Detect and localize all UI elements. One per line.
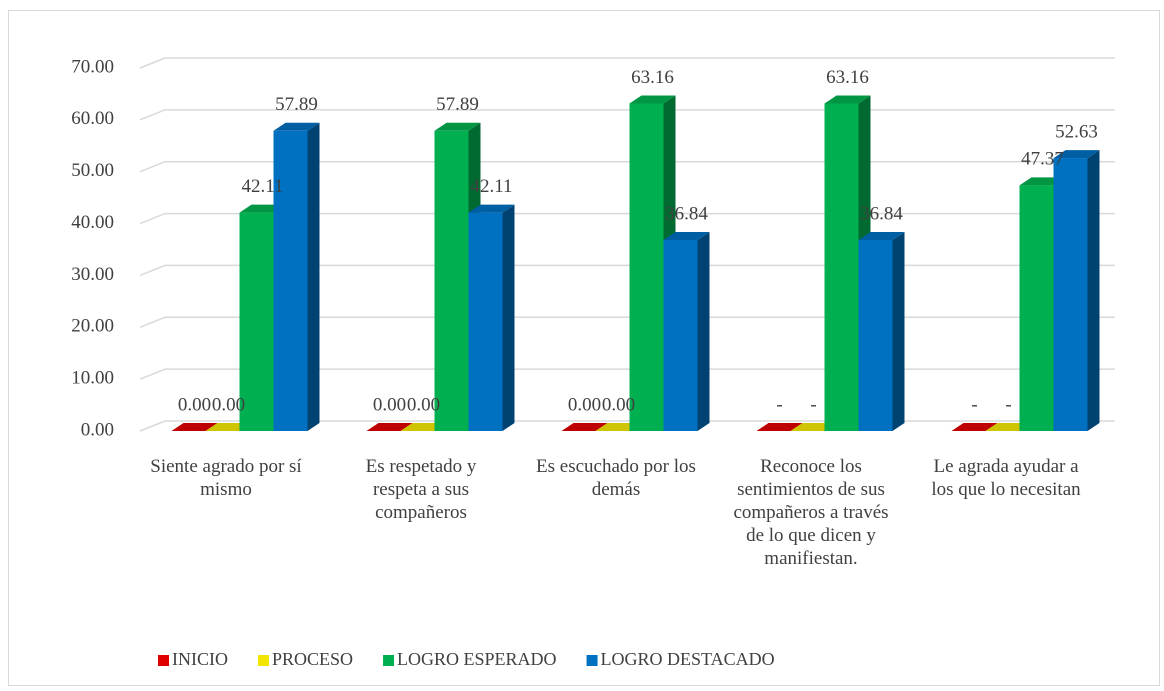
bar-side [1087, 150, 1100, 431]
value-label: - [810, 394, 816, 415]
bar-top [171, 423, 218, 431]
grid-line [139, 160, 1115, 173]
bar-top [273, 122, 320, 131]
value-label: 42.11 [470, 176, 512, 197]
bar [434, 130, 469, 431]
value-label: 0.00 [407, 394, 440, 415]
y-tick-label: 10.00 [71, 368, 114, 389]
value-label: 36.84 [665, 203, 708, 224]
chart-frame [8, 10, 1160, 686]
x-tick-label: Es respetado y respeta a sus compañeros [365, 456, 477, 523]
bar [858, 239, 893, 431]
value-label: 63.16 [826, 67, 869, 88]
legend-swatch [158, 655, 169, 666]
value-label: 0.00 [212, 394, 245, 415]
y-tick-label: 30.00 [71, 264, 114, 285]
x-tick-label: Es escuchado por los demás [536, 456, 696, 500]
value-label: 63.16 [631, 67, 674, 88]
value-label: 57.89 [275, 94, 318, 115]
grid-line [139, 368, 1115, 380]
bar-top [756, 423, 803, 431]
legend-swatch [258, 655, 269, 666]
y-tick-label: 50.00 [71, 160, 114, 181]
legend-swatch [586, 655, 598, 666]
y-tick-label: 0.00 [81, 419, 114, 440]
x-tick-label: Siente agrado por sí mismo [150, 456, 302, 500]
bar-top [561, 423, 608, 431]
value-label: 0.00 [178, 394, 211, 415]
bar-top [629, 95, 676, 104]
bar [273, 130, 308, 431]
bar-top [468, 204, 515, 213]
bar [663, 239, 698, 431]
grid-line [139, 57, 1115, 69]
value-label: 47.37 [1021, 149, 1064, 170]
y-tick-label: 60.00 [71, 108, 114, 129]
bar-side [697, 231, 710, 431]
bar [629, 103, 664, 432]
legend-label: INICIO [172, 649, 228, 669]
value-label: 36.84 [860, 203, 903, 224]
bar-top [366, 423, 413, 431]
value-label: 0.00 [373, 394, 406, 415]
bar [824, 103, 859, 432]
legend-swatch [383, 655, 395, 666]
bar-top [858, 231, 905, 240]
bar-top [824, 95, 871, 104]
value-label: 52.63 [1055, 121, 1098, 142]
bar [1053, 158, 1088, 431]
value-label: - [1005, 394, 1011, 415]
value-label: 57.89 [436, 94, 479, 115]
bar-top [1053, 150, 1100, 159]
bar [1019, 185, 1054, 431]
bar-top [951, 423, 998, 431]
value-label: 0.00 [602, 394, 635, 415]
bar-side [307, 122, 320, 431]
x-tick-label: Reconoce los sentimientos de sus compañe… [733, 456, 889, 569]
grid-line [139, 316, 1115, 328]
value-label: 42.11 [241, 176, 283, 197]
grid-line [139, 264, 1115, 277]
value-label: 0.00 [568, 394, 601, 415]
bar [468, 212, 503, 431]
y-tick-label: 20.00 [71, 316, 114, 337]
legend-label: PROCESO [272, 649, 353, 669]
bar-side [502, 204, 515, 431]
legend-label: LOGRO DESTACADO [601, 649, 775, 669]
grid-line [139, 420, 1115, 432]
bar-top [663, 231, 710, 240]
grid-line [139, 212, 1115, 225]
legend-label: LOGRO ESPERADO [397, 649, 557, 669]
value-label: - [776, 394, 782, 415]
grid-line [139, 109, 1115, 121]
bar-side [892, 231, 905, 431]
y-tick-label: 70.00 [71, 56, 114, 77]
x-tick-label: Le agrada ayudar a los que lo necesitan [931, 456, 1081, 500]
bar-top [434, 122, 481, 131]
bar [239, 212, 274, 431]
y-tick-label: 40.00 [71, 212, 114, 233]
value-label: - [971, 394, 977, 415]
